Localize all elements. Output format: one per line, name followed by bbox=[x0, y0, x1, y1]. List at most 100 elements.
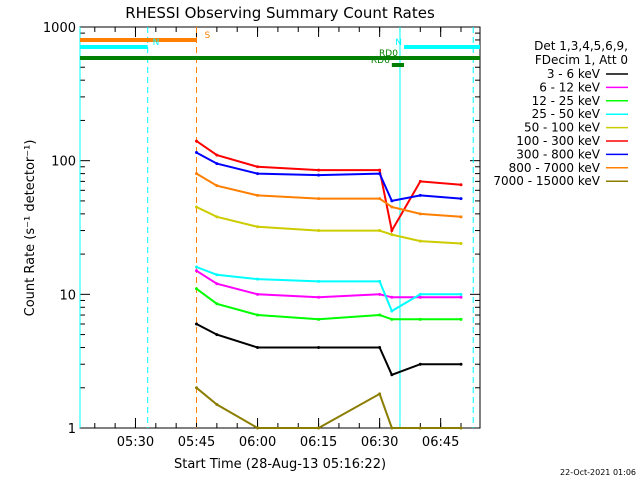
series-point bbox=[317, 295, 321, 299]
chart-title: RHESSI Observing Summary Count Rates bbox=[125, 4, 435, 22]
series-point bbox=[378, 197, 382, 201]
series-line bbox=[195, 287, 462, 321]
series-point bbox=[418, 295, 422, 299]
series-point bbox=[390, 295, 394, 299]
y-tick-label: 1 bbox=[68, 422, 76, 437]
series-point bbox=[418, 362, 422, 366]
flag-bar-label: N bbox=[395, 38, 402, 48]
x-tick-label: 06:00 bbox=[239, 435, 276, 450]
series-point bbox=[195, 269, 199, 273]
series-line bbox=[196, 323, 462, 377]
series-point bbox=[256, 172, 260, 176]
series-point bbox=[215, 215, 219, 219]
series-point bbox=[195, 205, 199, 209]
series-point bbox=[459, 215, 463, 219]
legend-entry-label: 6 - 12 keV bbox=[539, 80, 601, 94]
series-point bbox=[256, 426, 260, 430]
y-tick-label: 1000 bbox=[43, 21, 76, 36]
series-point bbox=[378, 279, 382, 283]
series-point bbox=[215, 273, 219, 277]
series-point bbox=[195, 322, 199, 326]
series-point bbox=[317, 346, 321, 350]
series-point bbox=[459, 295, 463, 299]
series-point bbox=[256, 313, 260, 317]
series-point bbox=[378, 229, 382, 233]
series-point bbox=[256, 346, 260, 350]
series-point bbox=[418, 179, 422, 183]
legend-entry-label: 800 - 7000 keV bbox=[509, 161, 601, 175]
series-point bbox=[378, 392, 382, 396]
series-point bbox=[390, 199, 394, 203]
series-line bbox=[196, 172, 462, 218]
series-point bbox=[256, 225, 260, 229]
legend-header-line-2: FDecim 1, Att 0 bbox=[535, 53, 628, 67]
series-point bbox=[215, 402, 219, 406]
series-point bbox=[390, 233, 394, 237]
series-line bbox=[196, 206, 462, 245]
x-tick-label: 05:45 bbox=[178, 435, 215, 450]
series-point bbox=[195, 287, 199, 291]
series-point bbox=[459, 317, 463, 321]
series-point bbox=[378, 313, 382, 317]
legend-entry-label: 12 - 25 keV bbox=[532, 94, 601, 108]
series-point bbox=[195, 151, 199, 155]
series-point bbox=[390, 205, 394, 209]
series-point bbox=[195, 172, 199, 176]
series-point bbox=[317, 229, 321, 233]
x-tick-label: 06:15 bbox=[300, 435, 337, 450]
y-tick-label: 10 bbox=[59, 288, 76, 303]
series-point bbox=[390, 309, 394, 313]
series-point bbox=[256, 292, 260, 296]
y-axis-label: Count Rate (s⁻¹ detector⁻¹) bbox=[23, 140, 38, 317]
series-line bbox=[195, 140, 462, 234]
x-axis-label: Start Time (28-Aug-13 05:16:22) bbox=[174, 457, 386, 472]
series-point bbox=[256, 193, 260, 197]
legend-entry-label: 50 - 100 keV bbox=[524, 121, 601, 135]
series-point bbox=[390, 229, 394, 233]
series-line bbox=[196, 266, 462, 313]
series-point bbox=[195, 386, 199, 390]
series-line bbox=[195, 387, 462, 429]
x-tick-label: 06:45 bbox=[422, 435, 459, 450]
legend-entry-label: 300 - 800 keV bbox=[516, 147, 600, 161]
series-point bbox=[390, 373, 394, 377]
series-point bbox=[459, 426, 463, 430]
series-point bbox=[317, 197, 321, 201]
series-point bbox=[378, 172, 382, 176]
series-point bbox=[215, 282, 219, 286]
series-point bbox=[317, 317, 321, 321]
series-point bbox=[317, 426, 321, 430]
series-point bbox=[390, 426, 394, 430]
series-point bbox=[459, 183, 463, 187]
series-point bbox=[317, 168, 321, 172]
series-point bbox=[459, 292, 463, 296]
legend-entry-label: 100 - 300 keV bbox=[516, 134, 600, 148]
series-point bbox=[459, 242, 463, 246]
flag-bar-label: S bbox=[205, 31, 211, 41]
series-point bbox=[378, 346, 382, 350]
series-point bbox=[317, 173, 321, 177]
series-point bbox=[459, 362, 463, 366]
series-point bbox=[418, 239, 422, 243]
series-point bbox=[418, 292, 422, 296]
flag-bar-label: RD0 bbox=[379, 49, 398, 59]
series-point bbox=[215, 184, 219, 188]
series-point bbox=[215, 302, 219, 306]
series-point bbox=[459, 197, 463, 201]
series-point bbox=[418, 212, 422, 216]
series-point bbox=[256, 165, 260, 169]
series-point bbox=[378, 292, 382, 296]
legend-entry-label: 7000 - 15000 keV bbox=[493, 174, 600, 188]
series-point bbox=[378, 168, 382, 172]
x-tick-label: 06:30 bbox=[361, 435, 398, 450]
series-point bbox=[215, 162, 219, 166]
series-point bbox=[418, 193, 422, 197]
x-tick-label: 05:30 bbox=[117, 435, 154, 450]
y-tick-label: 100 bbox=[51, 155, 76, 170]
flag-bar-label: N bbox=[153, 38, 160, 48]
series-point bbox=[390, 317, 394, 321]
series-point bbox=[418, 426, 422, 430]
series-point bbox=[195, 265, 199, 269]
series-point bbox=[215, 153, 219, 157]
